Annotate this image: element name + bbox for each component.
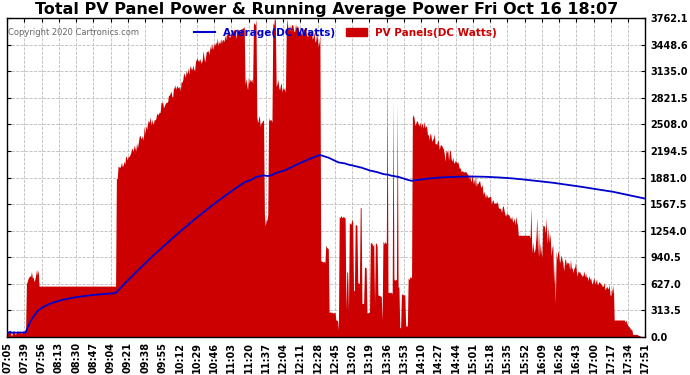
Text: Copyright 2020 Cartronics.com: Copyright 2020 Cartronics.com [8, 28, 139, 37]
Legend: Average(DC Watts), PV Panels(DC Watts): Average(DC Watts), PV Panels(DC Watts) [190, 24, 501, 42]
Title: Total PV Panel Power & Running Average Power Fri Oct 16 18:07: Total PV Panel Power & Running Average P… [34, 2, 618, 17]
